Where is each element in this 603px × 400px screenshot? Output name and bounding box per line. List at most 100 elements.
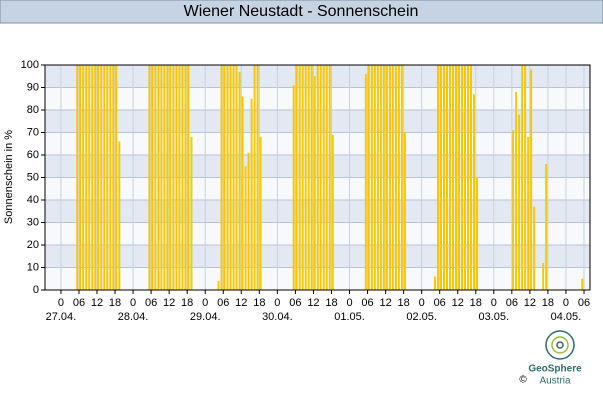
bar — [545, 164, 548, 290]
date-label: 01.05. — [334, 311, 365, 323]
bar — [364, 74, 367, 290]
x-tick-label: 12 — [452, 297, 464, 309]
bar — [229, 65, 232, 290]
bar — [235, 65, 238, 290]
bar — [328, 65, 331, 290]
copyright: © — [519, 375, 527, 386]
bar — [400, 65, 403, 290]
bar — [160, 65, 163, 290]
bar — [397, 65, 400, 290]
bar — [391, 65, 394, 290]
bar — [301, 65, 304, 290]
y-tick-label: 0 — [33, 284, 39, 296]
bar — [154, 65, 157, 290]
x-tick-label: 0 — [491, 297, 497, 309]
bar — [106, 65, 109, 290]
y-tick-label: 90 — [27, 81, 39, 93]
bar — [88, 65, 91, 290]
bar — [376, 65, 379, 290]
bar — [439, 65, 442, 290]
bar — [79, 65, 82, 290]
bar — [169, 65, 172, 290]
bar — [232, 65, 235, 290]
bar — [394, 65, 397, 290]
bar — [527, 137, 530, 290]
bar — [163, 65, 166, 290]
bar — [292, 85, 295, 290]
y-tick-label: 20 — [27, 239, 39, 251]
bar — [307, 65, 310, 290]
bar — [467, 65, 470, 290]
bar — [76, 65, 79, 290]
y-tick-label: 10 — [27, 261, 39, 273]
bar — [148, 65, 151, 290]
x-tick-label: 06 — [361, 297, 373, 309]
x-tick-label: 12 — [524, 297, 536, 309]
x-tick-label: 12 — [163, 297, 175, 309]
x-tick-label: 18 — [542, 297, 554, 309]
bar — [512, 130, 515, 290]
bar — [382, 65, 385, 290]
bar — [217, 281, 220, 290]
bar — [295, 65, 298, 290]
bar — [172, 65, 175, 290]
x-tick-label: 12 — [379, 297, 391, 309]
bar — [476, 177, 479, 290]
x-tick-label: 18 — [470, 297, 482, 309]
bar — [244, 166, 247, 290]
bar — [533, 206, 536, 290]
bar — [530, 69, 533, 290]
date-label: 02.05. — [406, 311, 437, 323]
bar — [581, 278, 584, 290]
bar — [461, 65, 463, 290]
bar — [256, 65, 259, 290]
bar — [100, 65, 103, 290]
y-axis-label: Sonnenschein in % — [3, 130, 15, 224]
x-tick-label: 06 — [506, 297, 518, 309]
x-tick-label: 0 — [130, 297, 136, 309]
bar — [91, 65, 94, 290]
y-tick-label: 60 — [27, 149, 39, 161]
x-tick-label: 06 — [289, 297, 301, 309]
x-tick-label: 18 — [397, 297, 409, 309]
y-tick-label: 80 — [27, 104, 39, 116]
bar — [118, 141, 121, 290]
date-label: 29.04. — [190, 311, 221, 323]
bar — [370, 65, 373, 290]
bar — [190, 137, 193, 290]
bar — [187, 65, 190, 290]
bar — [385, 65, 388, 290]
x-tick-label: 0 — [346, 297, 352, 309]
bar — [238, 71, 241, 290]
bar — [250, 98, 253, 290]
bar — [325, 65, 328, 290]
chart-title: Wiener Neustadt - Sonnenschein — [184, 3, 419, 20]
logo-country: Austria — [539, 376, 571, 387]
y-tick-label: 70 — [27, 126, 39, 138]
bar — [455, 65, 457, 290]
bar — [319, 65, 322, 290]
bar — [436, 65, 439, 290]
bar — [458, 65, 460, 290]
x-tick-label: 12 — [91, 297, 103, 309]
logo — [545, 330, 575, 360]
date-label: 27.04. — [46, 311, 77, 323]
bar — [166, 65, 169, 290]
bar — [109, 65, 112, 290]
x-tick-label: 18 — [109, 297, 121, 309]
bar — [85, 65, 88, 290]
y-tick-label: 50 — [27, 171, 39, 183]
bar — [259, 137, 262, 290]
bar — [181, 65, 184, 290]
date-label: 03.05. — [479, 311, 510, 323]
bar — [524, 65, 527, 290]
x-tick-label: 06 — [434, 297, 446, 309]
logo-name: GeoSphere — [528, 364, 582, 375]
bar — [521, 65, 524, 290]
bar — [403, 132, 406, 290]
bar — [94, 65, 97, 290]
x-tick-label: 12 — [307, 297, 319, 309]
bar — [542, 263, 545, 290]
x-tick-label: 0 — [58, 297, 64, 309]
